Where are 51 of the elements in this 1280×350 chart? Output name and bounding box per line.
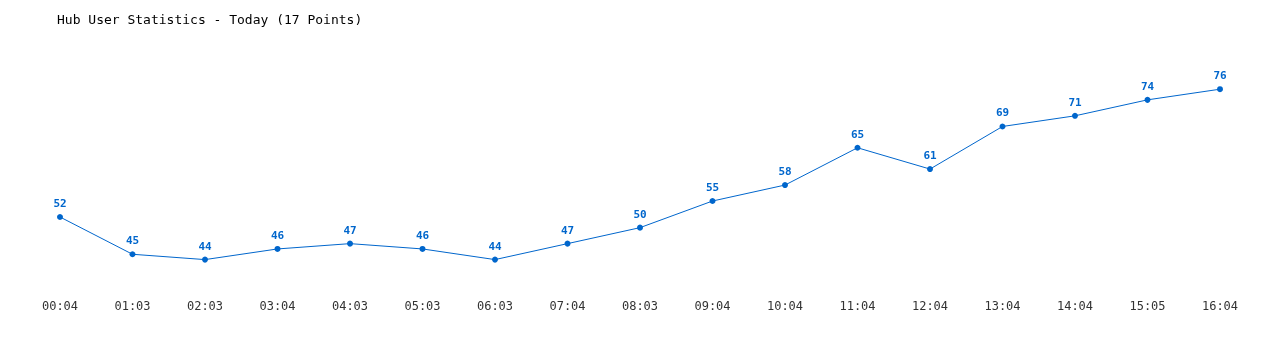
data-label: 71 [1068, 95, 1082, 109]
point [274, 245, 281, 252]
data-label: 74 [1140, 79, 1155, 93]
point [129, 251, 136, 258]
x-tick-label: 02:03 [186, 299, 224, 313]
point [1072, 112, 1078, 119]
x-tick-label: 12:04 [911, 299, 949, 313]
x-tick-label: 08:03 [621, 299, 659, 313]
data-label: 58 [778, 165, 792, 179]
point [419, 245, 426, 252]
data-label: 69 [995, 106, 1010, 120]
data-label: 61 [923, 149, 937, 163]
point [854, 144, 861, 151]
point [782, 182, 788, 189]
x-tick-label: 07:04 [549, 299, 586, 313]
point [57, 214, 63, 220]
data-label: 47 [560, 223, 575, 237]
data-label: 50 [633, 207, 647, 221]
x-tick-label: 13:04 [984, 299, 1021, 313]
point [202, 256, 208, 263]
point [927, 166, 933, 173]
data-label: 52 [53, 197, 67, 210]
data-label: 65 [850, 127, 865, 141]
point [999, 123, 1006, 130]
x-tick-label: 06:03 [476, 299, 514, 313]
x-tick-label: 10:04 [766, 299, 804, 313]
point [709, 198, 716, 205]
x-tick-label: 00:04 [41, 299, 79, 313]
x-tick-label: 03:04 [259, 299, 296, 313]
data-label: 47 [343, 223, 357, 237]
data-label: 76 [1213, 69, 1227, 83]
data-label: 46 [415, 228, 430, 242]
x-tick-label: 15:05 [1129, 299, 1166, 313]
x-tick-label: 09:04 [694, 299, 731, 313]
point [1144, 96, 1151, 103]
x-tick-label: 01:03 [114, 299, 151, 313]
point [492, 256, 498, 263]
chart-title: Hub User Statistics - Today (17 Points) [57, 12, 363, 27]
point [637, 224, 643, 231]
x-tick-label: 11:04 [839, 299, 876, 313]
data-label: 45 [125, 234, 140, 248]
x-tick-label: 05:03 [404, 299, 441, 313]
data-label: 44 [488, 239, 502, 253]
x-tick-label: 16:04 [1201, 299, 1239, 313]
x-tick-label: 14:04 [1056, 299, 1094, 313]
data-label: 55 [705, 181, 720, 195]
point [347, 240, 353, 247]
data-label: 44 [198, 239, 212, 253]
data-label: 46 [270, 228, 285, 242]
point [1217, 86, 1223, 93]
x-tick-label: 04:03 [331, 299, 369, 313]
